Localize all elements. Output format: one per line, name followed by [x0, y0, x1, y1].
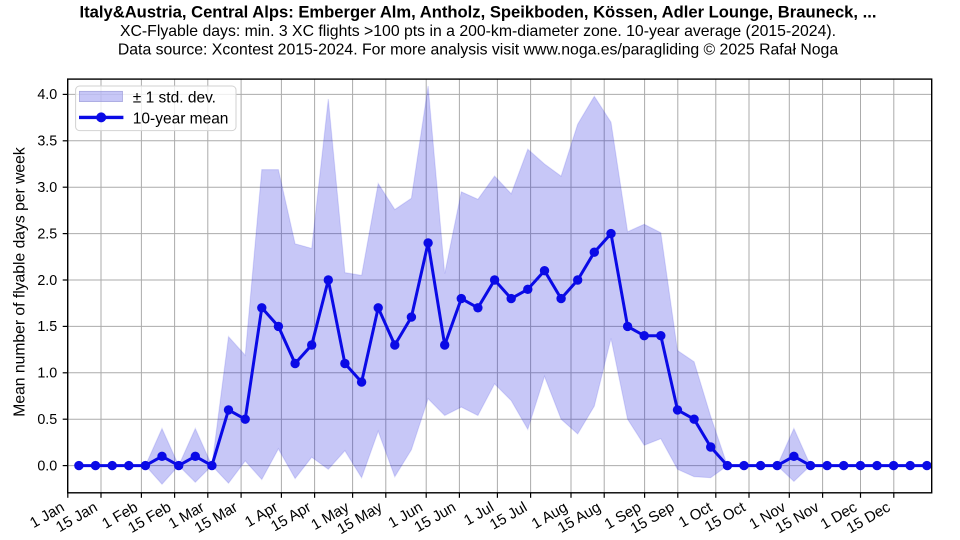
svg-text:± 1 std. dev.: ± 1 std. dev.	[133, 90, 216, 107]
svg-text:4.0: 4.0	[37, 87, 57, 103]
svg-text:0.0: 0.0	[37, 458, 57, 474]
svg-text:2.0: 2.0	[37, 273, 57, 289]
svg-text:Data source: Xcontest 2015-202: Data source: Xcontest 2015-2024. For mor…	[118, 42, 838, 59]
svg-text:2.5: 2.5	[37, 226, 57, 242]
svg-text:1.5: 1.5	[37, 319, 57, 335]
svg-text:10-year mean: 10-year mean	[133, 110, 229, 127]
svg-text:1.0: 1.0	[37, 366, 57, 382]
svg-text:Mean number of flyable days pe: Mean number of flyable days per week	[11, 147, 28, 417]
svg-text:XC-Flyable days: min. 3 XC fli: XC-Flyable days: min. 3 XC flights >100 …	[120, 23, 836, 40]
svg-text:Italy&Austria, Central Alps: E: Italy&Austria, Central Alps: Emberger Al…	[80, 3, 877, 22]
svg-text:3.5: 3.5	[37, 134, 57, 150]
svg-text:0.5: 0.5	[37, 412, 57, 428]
svg-text:3.0: 3.0	[37, 180, 57, 196]
